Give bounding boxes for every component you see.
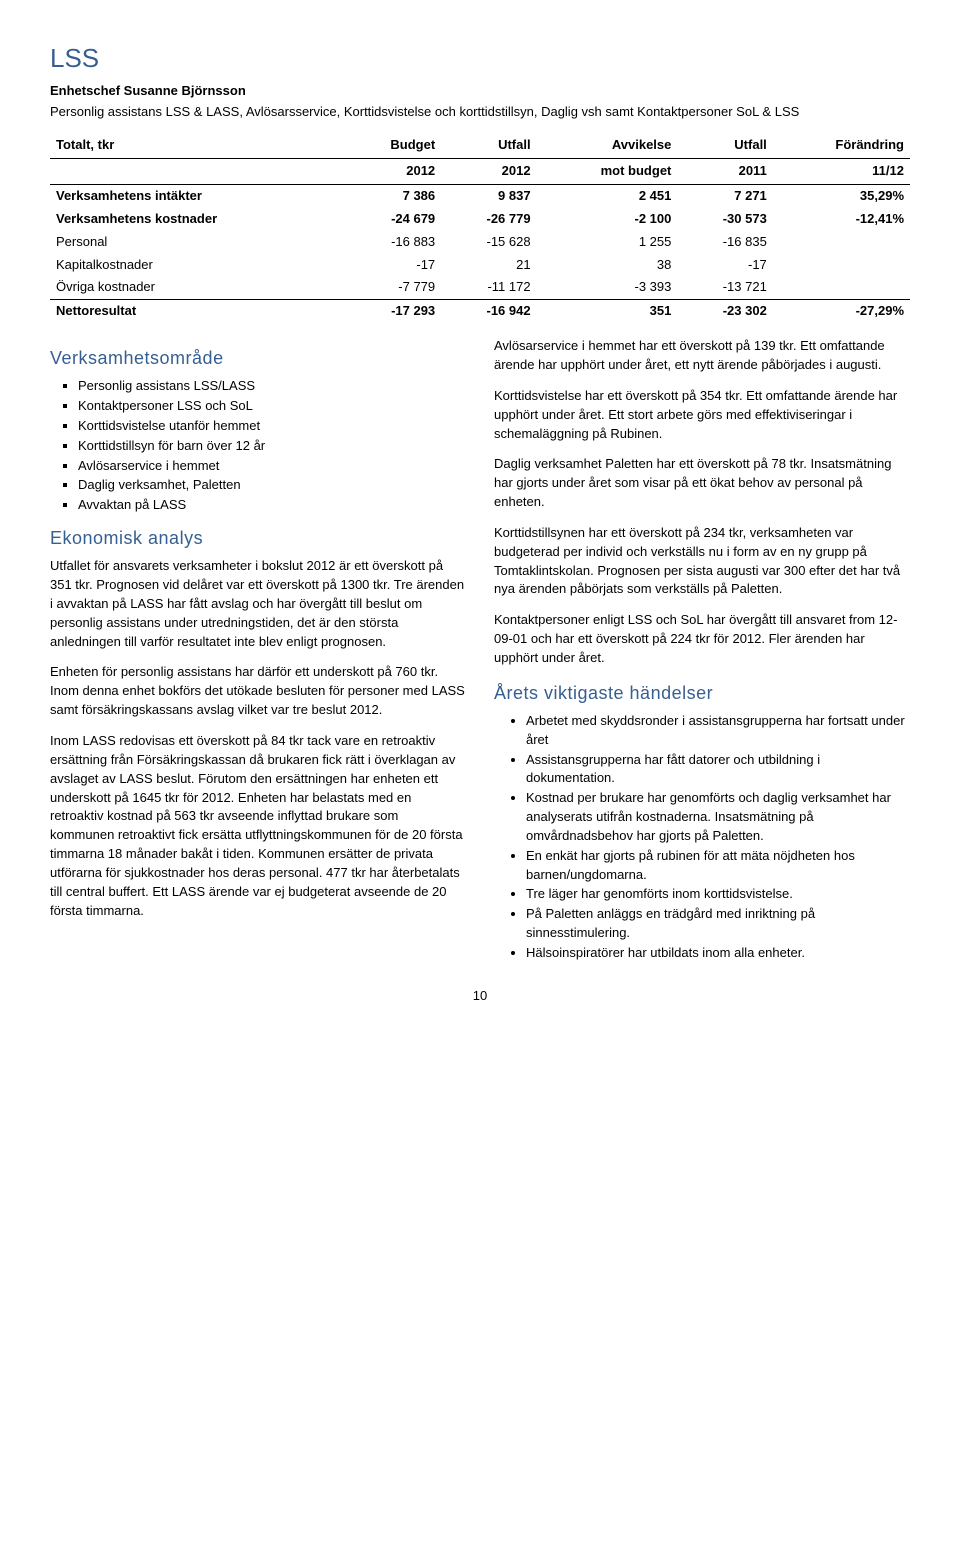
list-item: Tre läger har genomförts inom korttidsvi…: [526, 885, 910, 904]
row-cell: -23 302: [677, 300, 772, 323]
list-item: Assistansgrupperna har fått datorer och …: [526, 751, 910, 789]
row-label: Nettoresultat: [50, 300, 345, 323]
row-cell: -17 293: [345, 300, 442, 323]
list-item: Korttidsvistelse utanför hemmet: [78, 417, 466, 436]
econ-p2: Enheten för personlig assistans har därf…: [50, 663, 466, 720]
econ-p8: Kontaktpersoner enligt LSS och SoL har ö…: [494, 611, 910, 668]
row-cell: -13 721: [677, 276, 772, 299]
row-cell: -7 779: [345, 276, 442, 299]
page-title: LSS: [50, 40, 910, 78]
table-row: Övriga kostnader-7 779-11 172-3 393-13 7…: [50, 276, 910, 299]
events-list: Arbetet med skyddsronder i assistansgrup…: [494, 712, 910, 963]
list-item: På Paletten anläggs en trädgård med inri…: [526, 905, 910, 943]
col-change: Förändring: [773, 133, 910, 158]
row-cell: -27,29%: [773, 300, 910, 323]
row-cell: -11 172: [441, 276, 536, 299]
row-cell: 21: [441, 254, 536, 277]
econ-p1: Utfallet för ansvarets verksamheter i bo…: [50, 557, 466, 651]
row-cell: 2 451: [537, 185, 678, 208]
table-row: Nettoresultat-17 293-16 942351-23 302-27…: [50, 300, 910, 323]
table-subheader-row: 2012 2012 mot budget 2011 11/12: [50, 159, 910, 185]
row-cell: -30 573: [677, 208, 772, 231]
row-label: Personal: [50, 231, 345, 254]
finance-table: Totalt, tkr Budget Utfall Avvikelse Utfa…: [50, 133, 910, 323]
list-item: En enkät har gjorts på rubinen för att m…: [526, 847, 910, 885]
list-item: Avvaktan på LASS: [78, 496, 466, 515]
list-item: Hälsoinspiratörer har utbildats inom all…: [526, 944, 910, 963]
subcol-2: 2012: [441, 159, 536, 185]
row-cell: -17: [677, 254, 772, 277]
finance-table-body: Verksamhetens intäkter7 3869 8372 4517 2…: [50, 185, 910, 324]
list-item: Kostnad per brukare har genomförts och d…: [526, 789, 910, 846]
col-label: Totalt, tkr: [50, 133, 345, 158]
list-item: Avlösarservice i hemmet: [78, 457, 466, 476]
page-number: 10: [50, 987, 910, 1006]
subcol-5: 11/12: [773, 159, 910, 185]
list-item: Arbetet med skyddsronder i assistansgrup…: [526, 712, 910, 750]
row-cell: -16 942: [441, 300, 536, 323]
list-item: Kontaktpersoner LSS och SoL: [78, 397, 466, 416]
table-row: Personal-16 883-15 6281 255-16 835: [50, 231, 910, 254]
table-row: Kapitalkostnader-172138-17: [50, 254, 910, 277]
col-budget: Budget: [345, 133, 442, 158]
row-label: Verksamhetens kostnader: [50, 208, 345, 231]
econ-p5: Korttidsvistelse har ett överskott på 35…: [494, 387, 910, 444]
section-heading-events: Årets viktigaste händelser: [494, 680, 910, 706]
row-cell: -2 100: [537, 208, 678, 231]
econ-p6: Daglig verksamhet Paletten har ett övers…: [494, 455, 910, 512]
subcol-4: 2011: [677, 159, 772, 185]
row-cell: 38: [537, 254, 678, 277]
row-cell: -15 628: [441, 231, 536, 254]
subcol-0: [50, 159, 345, 185]
subcol-3: mot budget: [537, 159, 678, 185]
table-row: Verksamhetens kostnader-24 679-26 779-2 …: [50, 208, 910, 231]
description-line: Personlig assistans LSS & LASS, Avlösars…: [50, 103, 910, 122]
row-label: Kapitalkostnader: [50, 254, 345, 277]
row-cell: 351: [537, 300, 678, 323]
row-cell: 1 255: [537, 231, 678, 254]
chief-line: Enhetschef Susanne Björnsson: [50, 82, 910, 101]
row-cell: [773, 254, 910, 277]
col-utfall-prev: Utfall: [677, 133, 772, 158]
row-cell: 7 271: [677, 185, 772, 208]
row-cell: 9 837: [441, 185, 536, 208]
col-utfall: Utfall: [441, 133, 536, 158]
row-cell: 7 386: [345, 185, 442, 208]
section-heading-econ: Ekonomisk analys: [50, 525, 466, 551]
list-item: Korttidstillsyn för barn över 12 år: [78, 437, 466, 456]
row-cell: 35,29%: [773, 185, 910, 208]
table-header-row: Totalt, tkr Budget Utfall Avvikelse Utfa…: [50, 133, 910, 158]
table-row: Verksamhetens intäkter7 3869 8372 4517 2…: [50, 185, 910, 208]
row-label: Övriga kostnader: [50, 276, 345, 299]
area-list: Personlig assistans LSS/LASSKontaktperso…: [50, 377, 466, 515]
row-cell: [773, 276, 910, 299]
col-avvikelse: Avvikelse: [537, 133, 678, 158]
list-item: Personlig assistans LSS/LASS: [78, 377, 466, 396]
row-cell: -3 393: [537, 276, 678, 299]
econ-p3: Inom LASS redovisas ett överskott på 84 …: [50, 732, 466, 920]
list-item: Daglig verksamhet, Paletten: [78, 476, 466, 495]
row-cell: [773, 231, 910, 254]
row-cell: -16 835: [677, 231, 772, 254]
subcol-1: 2012: [345, 159, 442, 185]
row-label: Verksamhetens intäkter: [50, 185, 345, 208]
econ-p4: Avlösarservice i hemmet har ett överskot…: [494, 337, 910, 375]
section-heading-area: Verksamhetsområde: [50, 345, 466, 371]
row-cell: -26 779: [441, 208, 536, 231]
row-cell: -17: [345, 254, 442, 277]
row-cell: -16 883: [345, 231, 442, 254]
row-cell: -24 679: [345, 208, 442, 231]
row-cell: -12,41%: [773, 208, 910, 231]
econ-p7: Korttidstillsynen har ett överskott på 2…: [494, 524, 910, 599]
